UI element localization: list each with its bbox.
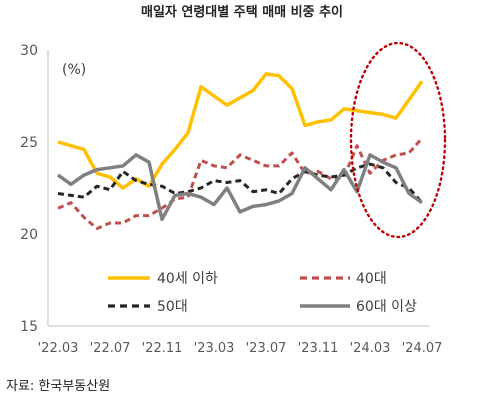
y-tick-label: 25 bbox=[20, 135, 38, 151]
source-note: 자료: 한국부동산원 bbox=[6, 379, 110, 394]
legend: 40세 이하 40대 50대 60대 이상 bbox=[108, 271, 417, 315]
x-axis: '22.03 '22.07 '22.11 '23.03 '23.07 '23.11 '24.… bbox=[38, 325, 443, 356]
legend-label: 60대 이상 bbox=[356, 299, 417, 315]
legend-label: 40대 bbox=[356, 271, 387, 287]
y-tick-label: 15 bbox=[20, 319, 38, 335]
x-tick-label: '22.07 bbox=[90, 341, 131, 356]
unit-label: (%) bbox=[62, 62, 86, 78]
legend-item-40-under: 40세 이하 bbox=[108, 271, 218, 287]
legend-item-60-plus: 60대 이상 bbox=[300, 299, 417, 315]
series-line-4 bbox=[56, 153, 424, 222]
x-tick-label: '22.11 bbox=[142, 341, 183, 356]
highlight-ellipse bbox=[349, 41, 447, 239]
chart-title: 매일자 연령대별 주택 매매 비중 추이 bbox=[141, 4, 343, 20]
x-tick-label: '23.03 bbox=[194, 341, 235, 356]
legend-item-50s: 50대 bbox=[108, 299, 188, 315]
series-layer bbox=[56, 72, 424, 230]
x-tick-label: '23.07 bbox=[246, 341, 287, 356]
legend-label: 50대 bbox=[157, 299, 188, 315]
y-axis: 15 20 25 30 bbox=[20, 43, 49, 335]
y-tick-label: 20 bbox=[20, 227, 38, 243]
x-tick-label: '24.07 bbox=[402, 341, 443, 356]
legend-label: 40세 이하 bbox=[157, 271, 218, 287]
series-line-1 bbox=[57, 72, 424, 190]
x-tick-label: '24.03 bbox=[350, 341, 391, 356]
x-tick-label: '23.11 bbox=[298, 341, 339, 356]
x-tick-label: '22.03 bbox=[38, 341, 79, 356]
series-line-3 bbox=[57, 162, 424, 204]
series-line-2 bbox=[57, 137, 424, 230]
y-tick-label: 30 bbox=[20, 43, 38, 59]
legend-item-40s: 40대 bbox=[300, 271, 387, 287]
